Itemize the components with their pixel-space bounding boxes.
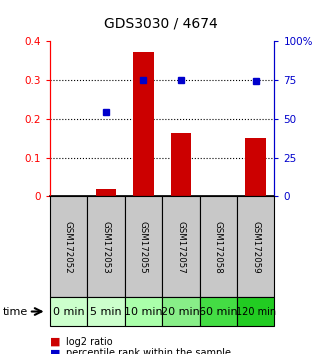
Bar <box>246 138 266 196</box>
Text: 20 min: 20 min <box>161 307 200 316</box>
Text: 120 min: 120 min <box>236 307 276 316</box>
Text: percentile rank within the sample: percentile rank within the sample <box>66 348 231 354</box>
Text: GSM172053: GSM172053 <box>101 221 110 273</box>
Text: GSM172058: GSM172058 <box>214 221 223 273</box>
Text: time: time <box>3 307 29 316</box>
Bar <box>96 189 116 196</box>
Text: GSM172055: GSM172055 <box>139 221 148 273</box>
Bar <box>170 133 191 196</box>
Text: ■: ■ <box>50 348 60 354</box>
Text: GSM172057: GSM172057 <box>176 221 185 273</box>
Text: 0 min: 0 min <box>53 307 84 316</box>
Text: log2 ratio: log2 ratio <box>66 337 112 347</box>
Text: GDS3030 / 4674: GDS3030 / 4674 <box>104 16 217 30</box>
Text: ■: ■ <box>50 337 60 347</box>
Text: GSM172059: GSM172059 <box>251 221 260 273</box>
Text: GSM172052: GSM172052 <box>64 221 73 273</box>
Text: 60 min: 60 min <box>199 307 238 316</box>
Text: 10 min: 10 min <box>124 307 163 316</box>
Text: 5 min: 5 min <box>90 307 122 316</box>
Bar <box>133 52 154 196</box>
